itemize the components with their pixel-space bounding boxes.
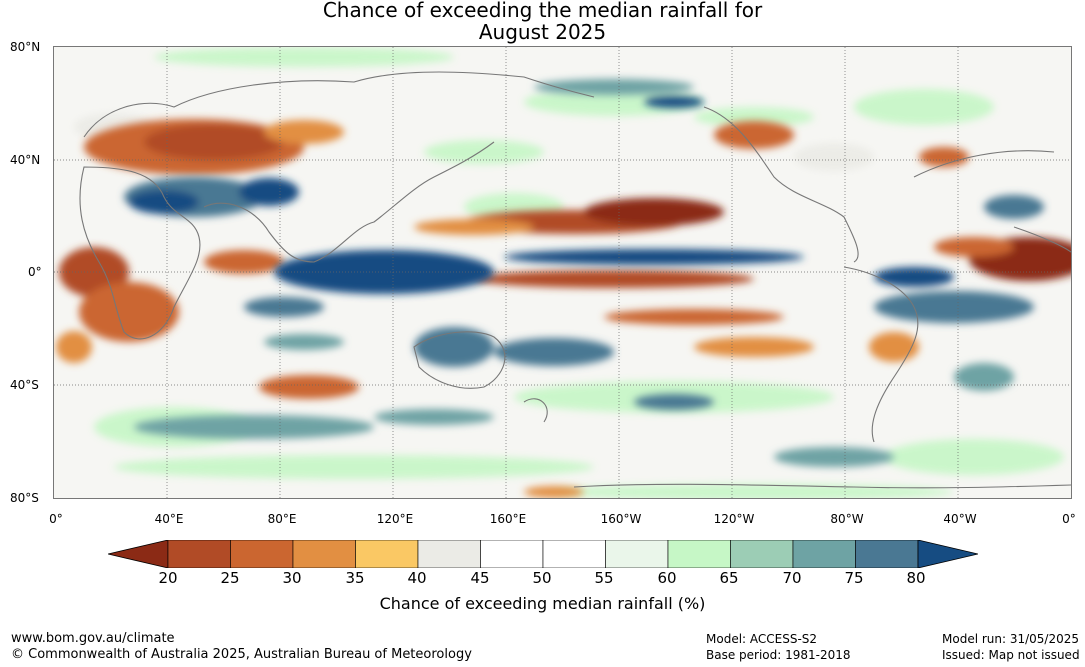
lon-label-120w: 120°W bbox=[713, 512, 755, 526]
colorbar-tick: 45 bbox=[470, 569, 490, 587]
map-title-line-1: Chance of exceeding the median rainfall … bbox=[322, 0, 763, 22]
colorbar-tick: 80 bbox=[906, 569, 926, 587]
colorbar-tick: 35 bbox=[345, 569, 365, 587]
lon-label-0-right: 0° bbox=[1062, 512, 1076, 526]
lon-label-120e: 120°E bbox=[376, 512, 414, 526]
wet-anomaly-regions bbox=[124, 79, 1044, 467]
coastlines bbox=[79, 71, 1071, 489]
colorbar-segment bbox=[480, 540, 544, 568]
colorbar-arrow-high bbox=[917, 540, 978, 568]
rainfall-probability-map bbox=[53, 46, 1072, 499]
footer-model-run: Model run: 31/05/2025 bbox=[942, 632, 1080, 646]
colorbar-label: Chance of exceeding median rainfall (%) bbox=[379, 594, 706, 613]
colorbar-segment bbox=[855, 540, 919, 568]
colorbar-segment bbox=[730, 540, 794, 568]
colorbar-segment bbox=[292, 540, 356, 568]
colorbar-segment bbox=[605, 540, 669, 568]
colorbar-segment bbox=[230, 540, 294, 568]
graticule bbox=[54, 47, 1071, 498]
lat-label-equator: 0° bbox=[28, 265, 42, 279]
colorbar-tick: 40 bbox=[407, 569, 427, 587]
footer-copyright: © Commonwealth of Australia 2025, Austra… bbox=[11, 647, 472, 662]
colorbar bbox=[108, 540, 978, 568]
lon-label-80w: 80°W bbox=[830, 512, 864, 526]
lat-label-80s: 80°S bbox=[10, 491, 39, 505]
colorbar-tick: 20 bbox=[158, 569, 178, 587]
footer-model: Model: ACCESS-S2 bbox=[706, 632, 818, 646]
lon-label-0-left: 0° bbox=[49, 512, 63, 526]
colorbar-tick: 70 bbox=[782, 569, 802, 587]
colorbar-segment bbox=[667, 540, 731, 568]
lon-label-40e: 40°E bbox=[154, 512, 184, 526]
lat-label-80n: 80°N bbox=[10, 40, 41, 54]
colorbar-tick: 55 bbox=[594, 569, 614, 587]
colorbar-tick: 30 bbox=[282, 569, 302, 587]
map-canvas bbox=[54, 47, 1071, 498]
colorbar-tick: 75 bbox=[844, 569, 864, 587]
colorbar-segment bbox=[417, 540, 481, 568]
lon-label-160w: 160°W bbox=[600, 512, 642, 526]
colorbar-arrow-low bbox=[108, 540, 169, 568]
colorbar-tick: 65 bbox=[719, 569, 739, 587]
lon-label-80e: 80°E bbox=[267, 512, 297, 526]
map-title-line-2: August 2025 bbox=[478, 20, 607, 44]
colorbar-segment bbox=[167, 540, 231, 568]
footer-base-period: Base period: 1981-2018 bbox=[706, 648, 851, 662]
lat-label-40n: 40°N bbox=[10, 153, 41, 167]
footer-issued: Issued: Map not issued bbox=[942, 648, 1080, 662]
colorbar-segment bbox=[792, 540, 856, 568]
colorbar-segment bbox=[355, 540, 419, 568]
lon-label-40w: 40°W bbox=[943, 512, 977, 526]
footer-site-link[interactable]: www.bom.gov.au/climate bbox=[11, 631, 175, 646]
colorbar-tick: 25 bbox=[220, 569, 240, 587]
lon-label-160e: 160°E bbox=[489, 512, 527, 526]
lat-label-40s: 40°S bbox=[10, 378, 39, 392]
colorbar-tick: 50 bbox=[532, 569, 552, 587]
colorbar-segment bbox=[542, 540, 606, 568]
dry-anomaly-regions bbox=[56, 119, 1071, 498]
colorbar-tick: 60 bbox=[657, 569, 677, 587]
